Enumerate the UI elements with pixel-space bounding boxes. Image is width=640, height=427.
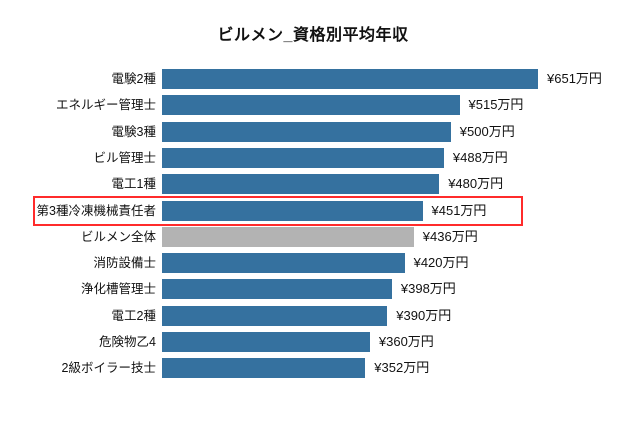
bar-label: 電工1種 [111,177,156,192]
bar [162,279,392,300]
bar-value: ¥651万円 [547,71,602,86]
chart-row: 電験3種 ¥500万円 [0,121,640,142]
bar [162,147,444,168]
bar-value: ¥488万円 [452,149,508,165]
bar-label: 電工2種 [111,308,156,323]
chart-row: 危険物乙4 ¥360万円 [0,332,640,352]
chart-row: 電工1種 ¥480万円 [0,174,640,195]
chart-row: 2級ボイラー技士 ¥352万円 [0,358,640,379]
bar [162,95,460,116]
bar-label: 浄化槽管理士 [80,282,156,297]
bar [162,69,538,89]
bar-value: ¥398万円 [400,281,456,297]
chart-row: 電験2種 ¥651万円 [0,69,640,89]
bar [162,121,451,142]
chart-row: 浄化槽管理士 ¥398万円 [0,279,640,300]
bar-label: 消防設備士 [93,256,156,271]
bar [162,174,440,195]
bar-value: ¥480万円 [448,176,504,192]
bar [162,332,370,352]
chart-row: 第3種冷凍機械責任者 ¥451万円 [0,200,640,221]
bar-label: エネルギー管理士 [55,98,156,113]
bar [162,358,366,379]
chart-title: ビルメン_資格別平均年収 [217,27,409,44]
bar-value: ¥515万円 [468,97,524,113]
bar-label: 2級ボイラー技士 [61,361,156,376]
bar-value: ¥451万円 [431,202,487,218]
bar-value: ¥352万円 [374,360,430,376]
bar-label: 電験3種 [111,124,156,139]
bar-label: ビルメン全体 [80,229,156,244]
bar-label: 電験2種 [111,72,156,86]
bar-value: ¥436万円 [422,228,478,244]
bar-value: ¥360万円 [378,334,434,349]
chart-row: ビル管理士 ¥488万円 [0,147,640,168]
bar-value: ¥500万円 [459,123,515,139]
bar-label: ビル管理士 [93,150,156,165]
chart-row: 電工2種 ¥390万円 [0,305,640,326]
bar [162,226,414,247]
bar-label: 第3種冷凍機械責任者 [36,203,156,218]
bar-label: 危険物乙4 [99,335,156,349]
bar [162,253,405,274]
bar [162,200,423,221]
chart-row: ビルメン全体 ¥436万円 [0,226,640,247]
bar-value: ¥420万円 [413,255,469,271]
chart-row: エネルギー管理士 ¥515万円 [0,95,640,116]
bar-value: ¥390万円 [396,307,452,323]
chart-row: 消防設備士 ¥420万円 [0,253,640,274]
bar [162,305,388,326]
